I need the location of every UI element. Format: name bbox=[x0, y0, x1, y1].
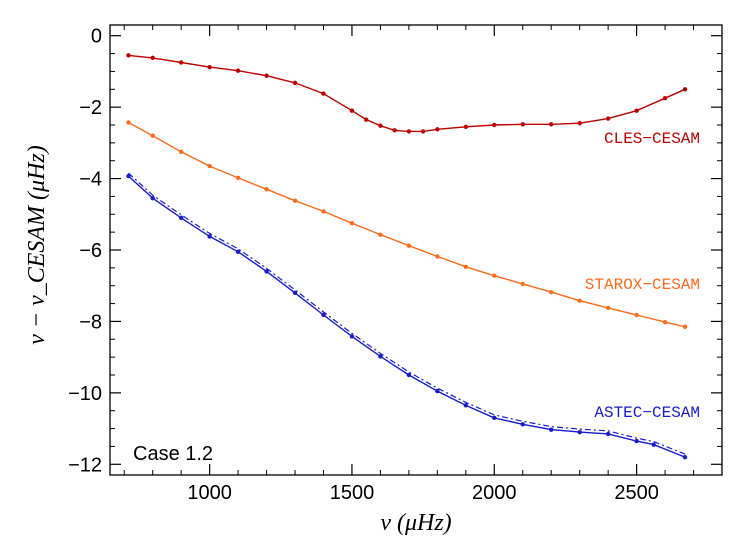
data-point bbox=[207, 163, 212, 169]
x-tick-label: 2500 bbox=[614, 482, 659, 504]
data-point bbox=[178, 149, 184, 154]
data-point bbox=[463, 264, 469, 269]
x-axis: 1000 1500 2000 2500 bbox=[123, 25, 695, 504]
data-point bbox=[492, 415, 497, 421]
data-point bbox=[264, 73, 269, 78]
y-tick-label: −6 bbox=[79, 240, 102, 262]
data-point bbox=[150, 133, 155, 138]
data-point bbox=[605, 431, 611, 437]
data-point bbox=[549, 289, 554, 295]
x-axis-label-text: ν (μHz) bbox=[380, 510, 451, 536]
data-point bbox=[463, 403, 469, 408]
data-point bbox=[321, 209, 326, 214]
data-point bbox=[349, 334, 355, 339]
data-point bbox=[577, 298, 582, 303]
y-tick-label: −10 bbox=[68, 383, 102, 405]
data-point bbox=[682, 87, 688, 92]
data-point bbox=[549, 427, 554, 432]
data-point bbox=[126, 53, 131, 58]
data-point bbox=[682, 454, 688, 460]
data-point bbox=[392, 128, 397, 133]
data-point bbox=[435, 254, 440, 259]
data-point bbox=[662, 319, 668, 325]
series-1: STAROX−CESAM bbox=[126, 120, 700, 329]
data-point bbox=[605, 305, 611, 311]
data-point bbox=[363, 117, 369, 122]
series-0: CLES−CESAM bbox=[126, 53, 700, 148]
data-point bbox=[406, 243, 412, 248]
y-tick-label: −8 bbox=[79, 311, 102, 333]
data-point bbox=[577, 429, 582, 435]
data-point bbox=[150, 196, 155, 201]
data-point bbox=[235, 175, 241, 181]
data-point bbox=[207, 64, 212, 70]
x-axis-label: ν (μHz) bbox=[380, 510, 451, 536]
data-point bbox=[264, 187, 269, 192]
data-point bbox=[435, 127, 440, 132]
data-point bbox=[520, 281, 525, 287]
data-point bbox=[292, 198, 298, 203]
data-point bbox=[406, 372, 412, 378]
data-point bbox=[349, 221, 355, 226]
series-line-dashdot bbox=[128, 172, 686, 455]
data-point bbox=[264, 269, 269, 274]
data-point bbox=[577, 121, 582, 126]
data-point bbox=[406, 129, 412, 134]
data-point bbox=[662, 96, 668, 101]
data-point bbox=[378, 123, 383, 128]
data-point bbox=[349, 108, 355, 113]
data-point bbox=[321, 312, 326, 318]
data-point bbox=[651, 442, 656, 447]
x-tick-label: 1500 bbox=[330, 482, 375, 504]
y-tick-label: 0 bbox=[91, 26, 102, 48]
data-point bbox=[420, 129, 426, 134]
y-tick-label: −4 bbox=[79, 169, 102, 191]
data-point bbox=[634, 108, 639, 113]
x-tick-label: 1000 bbox=[187, 482, 232, 504]
data-point bbox=[292, 290, 298, 296]
data-point bbox=[178, 215, 184, 221]
data-point bbox=[178, 60, 184, 65]
data-point bbox=[126, 120, 131, 125]
data-point bbox=[634, 312, 639, 318]
data-point bbox=[605, 116, 611, 121]
series-2: ASTEC−CESAM bbox=[126, 172, 700, 460]
data-point bbox=[682, 324, 688, 329]
y-axis-label-text: ν − ν_CESAM (μHz) bbox=[24, 145, 50, 345]
series-line bbox=[128, 54, 686, 133]
data-point bbox=[292, 80, 298, 86]
y-axis-label: ν − ν_CESAM (μHz) bbox=[24, 145, 50, 345]
data-point bbox=[126, 173, 131, 179]
data-point bbox=[492, 122, 497, 128]
data-point bbox=[435, 388, 440, 394]
series-layer: CLES−CESAM STAROX−CESAM ASTEC−CESAM bbox=[126, 53, 700, 460]
data-point bbox=[207, 234, 212, 239]
data-point bbox=[321, 91, 326, 96]
series-label: CLES−CESAM bbox=[604, 130, 700, 148]
data-point bbox=[235, 68, 241, 73]
data-point bbox=[634, 438, 639, 444]
data-point bbox=[549, 122, 554, 127]
case-annotation: Case 1.2 bbox=[133, 443, 213, 465]
data-point bbox=[150, 55, 155, 61]
data-point bbox=[520, 422, 525, 427]
y-tick-label: −2 bbox=[79, 97, 102, 119]
data-point bbox=[378, 354, 383, 359]
data-point bbox=[378, 232, 383, 237]
data-point bbox=[235, 249, 241, 254]
series-label: STAROX−CESAM bbox=[585, 276, 700, 294]
data-point bbox=[520, 122, 525, 127]
data-point bbox=[463, 124, 469, 129]
series-line bbox=[128, 121, 686, 328]
data-point bbox=[492, 273, 497, 278]
x-tick-label: 2000 bbox=[472, 482, 517, 504]
y-axis: 0 −2 −4 −6 −8 −10 −12 bbox=[68, 26, 722, 476]
y-tick-label: −12 bbox=[68, 454, 102, 476]
series-label: ASTEC−CESAM bbox=[594, 404, 700, 422]
